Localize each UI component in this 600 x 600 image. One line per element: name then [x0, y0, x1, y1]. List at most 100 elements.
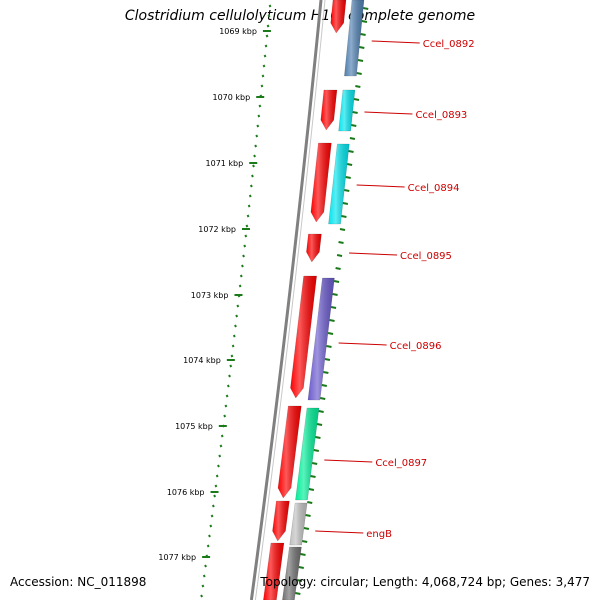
- cog-tick: [359, 46, 365, 49]
- cog-tick: [356, 72, 362, 75]
- gene-leader-line: [338, 342, 387, 346]
- minor-tick: [229, 364, 233, 368]
- minor-tick: [204, 564, 207, 568]
- tick-label: 1070 kbp: [213, 93, 251, 102]
- cog-tick: [345, 176, 351, 179]
- cog-tick: [305, 514, 311, 517]
- cog-tick: [302, 540, 308, 543]
- minor-tick: [232, 334, 236, 338]
- cog-tick: [338, 241, 344, 244]
- cog-tick: [324, 358, 331, 361]
- minor-tick: [262, 64, 266, 68]
- minor-tick: [238, 284, 242, 288]
- cog-tick: [323, 371, 329, 374]
- minor-tick: [245, 224, 249, 228]
- gene-label-layer: Ccel_0892 Ccel_0893 Ccel_0894 Ccel_0895 Ccel…: [315, 39, 475, 540]
- minor-tick: [252, 164, 255, 168]
- gene-leader-line: [349, 252, 398, 256]
- minor-tick: [206, 544, 210, 548]
- cog-tick: [313, 449, 320, 452]
- cog-tick: [361, 20, 368, 23]
- forward-strand-layer: [263, 0, 347, 600]
- minor-tick: [228, 374, 231, 378]
- minor-tick: [211, 504, 215, 508]
- minor-tick: [215, 474, 219, 478]
- minor-tick: [257, 114, 261, 118]
- minor-tick: [234, 324, 237, 328]
- tick-layer: 1069 kbp 1070 kbp 1071 kbp 1072 kbp 1073 kbp…: [158, 4, 369, 598]
- tick-label: 1073 kbp: [191, 291, 229, 300]
- forward-gene-arrow-shine: [278, 406, 302, 498]
- cog-tick: [329, 319, 335, 322]
- accession-text: Accession: NC_011898: [10, 575, 147, 589]
- forward-gene-arrow-shine: [330, 0, 346, 33]
- minor-tick: [249, 184, 253, 188]
- cog-tick: [346, 163, 353, 166]
- tick-label: 1074 kbp: [183, 356, 221, 365]
- minor-tick: [200, 594, 203, 598]
- cog-tick: [295, 592, 301, 595]
- tick-label: 1072 kbp: [198, 225, 236, 234]
- minor-tick: [254, 144, 258, 148]
- minor-tick: [256, 124, 260, 128]
- cog-gene-block-shine: [308, 278, 335, 400]
- cog-tick: [316, 423, 323, 426]
- cog-tick: [341, 215, 347, 218]
- gene-leader-line: [324, 459, 373, 463]
- cog-gene-block-shine: [328, 144, 350, 224]
- cog-tick: [360, 33, 366, 36]
- gene-leader-line: [364, 111, 413, 115]
- forward-gene-arrow-shine: [310, 143, 332, 222]
- cog-tick: [326, 345, 332, 348]
- minor-tick: [264, 44, 268, 48]
- cog-tick: [348, 150, 354, 153]
- minor-tick: [241, 264, 244, 268]
- gene-leader-line: [371, 40, 420, 44]
- gene-label: engB: [366, 529, 392, 540]
- cog-tick: [353, 98, 360, 101]
- minor-tick: [261, 74, 265, 78]
- cog-tick: [336, 254, 343, 257]
- cog-tick: [320, 397, 326, 400]
- cog-tick: [327, 332, 334, 335]
- cog-tick: [363, 7, 369, 10]
- minor-tick: [255, 134, 259, 138]
- tick-label: 1077 kbp: [158, 553, 196, 562]
- minor-tick: [239, 274, 243, 278]
- tick-label: 1069 kbp: [219, 27, 257, 36]
- forward-gene-arrow-shine: [290, 276, 317, 398]
- gene-label: Ccel_0893: [415, 110, 467, 121]
- minor-tick: [220, 434, 224, 438]
- cog-tick: [330, 306, 337, 309]
- cog-tick: [315, 436, 321, 439]
- gene-leader-line: [356, 184, 405, 188]
- cog-tick: [311, 462, 318, 465]
- cog-tick: [307, 501, 313, 504]
- gene-label: Ccel_0897: [375, 458, 427, 469]
- cog-gene-block-shine: [338, 90, 355, 131]
- minor-tick: [231, 344, 235, 348]
- gene-label: Ccel_0895: [400, 251, 452, 262]
- minor-tick: [235, 314, 239, 318]
- gene-label: Ccel_0896: [390, 341, 442, 352]
- minor-tick: [214, 484, 218, 488]
- cog-tick: [296, 579, 303, 582]
- cog-tick: [357, 59, 364, 62]
- cog-tick: [300, 553, 306, 556]
- minor-tick: [209, 524, 213, 528]
- minor-tick: [266, 24, 270, 28]
- cog-tick: [321, 384, 328, 387]
- minor-tick: [248, 194, 252, 198]
- minor-tick: [267, 14, 271, 18]
- minor-tick: [202, 574, 206, 578]
- cog-tick: [355, 85, 361, 88]
- cog-tick: [308, 488, 315, 491]
- minor-tick: [243, 244, 247, 248]
- minor-tick: [225, 394, 229, 398]
- tick-label: 1075 kbp: [175, 422, 213, 431]
- cog-gene-block-shine: [289, 503, 308, 545]
- gene-leader-line: [315, 530, 364, 534]
- cog-tick: [342, 202, 349, 205]
- map-title: Clostridium cellulolyticum H10, complete…: [124, 8, 476, 24]
